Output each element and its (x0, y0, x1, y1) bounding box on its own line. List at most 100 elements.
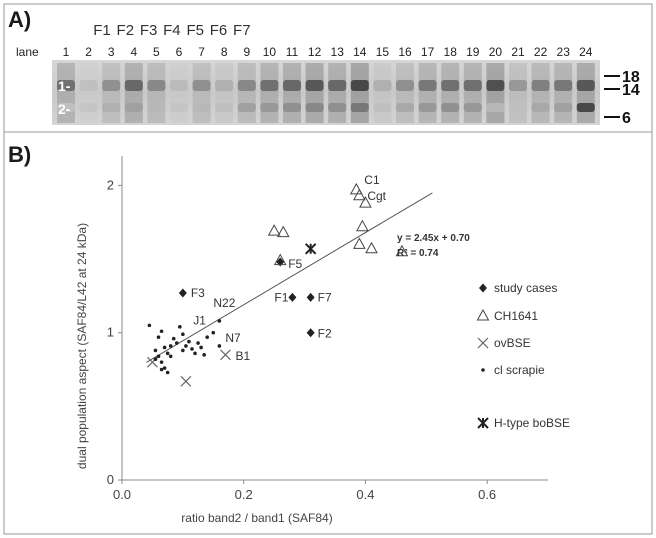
blot-band-1 (396, 80, 414, 91)
point-label: Cgt (367, 189, 386, 203)
legend-item: H-type boBSE (477, 416, 570, 430)
lane-number: 24 (579, 45, 593, 59)
blot-lane (418, 63, 437, 123)
trendline-equation: y = 2.45x + 0.70 (397, 233, 470, 244)
data-point-triangle (267, 224, 281, 236)
lane-number: 17 (421, 45, 435, 59)
y-axis-title: dual population aspect (SAF84/L42 at 24 … (75, 223, 89, 469)
legend-item: study cases (479, 281, 557, 295)
lane-number: 7 (198, 45, 205, 59)
data-point-dot (205, 335, 209, 339)
blot-band-2 (215, 103, 234, 112)
data-point-dot (168, 344, 173, 348)
point-label: F5 (288, 257, 302, 271)
legend-marker-x (477, 337, 489, 349)
blot-lane (192, 63, 211, 123)
blot-lane (305, 63, 324, 123)
data-point-dot (199, 345, 203, 350)
blot-lane (237, 63, 256, 123)
blot-lane (102, 63, 121, 123)
blot-band-1 (192, 80, 211, 91)
blot-lane (170, 63, 188, 123)
blot-lane (215, 63, 234, 123)
data-point-dot (171, 336, 176, 341)
blot-lane (441, 63, 460, 123)
lane-number: 4 (130, 45, 137, 59)
blot-lane (396, 63, 414, 123)
blot-band-1 (283, 80, 301, 91)
legend-item: cl scrapie (481, 363, 545, 377)
blot-lane (463, 63, 482, 123)
trendline (146, 192, 433, 363)
blot-band-2 (124, 103, 143, 112)
blot-band-1 (463, 80, 482, 91)
scatter-plot: 0.0 0.2 0.4 0.6 0 1 2 F3 F1 F7 F2 F5 C1 Cgt B1 J1 N7 N22 (107, 156, 548, 502)
lane-number: 20 (489, 45, 503, 59)
data-point-dot (162, 366, 167, 370)
x-tick-label: 0.6 (478, 487, 496, 502)
lane-number: 10 (263, 45, 277, 59)
mw-label-18: 18 (622, 69, 640, 86)
lane-number: 22 (534, 45, 548, 59)
panel-b-letter: B) (8, 142, 31, 167)
data-point-dot (162, 345, 167, 350)
data-point-diamond (306, 292, 315, 302)
blot-band-1 (237, 80, 256, 91)
trendline-r2: R² = 0.74 (397, 248, 439, 259)
data-point-dot (211, 330, 216, 335)
point-label: F1 (274, 290, 288, 304)
blot-lane (79, 63, 98, 123)
data-point-dot (181, 348, 185, 353)
blot-lane (124, 63, 143, 123)
blot-band-2 (192, 103, 211, 112)
lane-number: 6 (176, 45, 183, 59)
data-point-asterisk (304, 243, 317, 255)
blot-band-2 (260, 103, 279, 112)
blot-band-1 (373, 80, 392, 91)
legend-label: H-type boBSE (494, 416, 570, 430)
blot-band-2 (509, 103, 527, 112)
data-point-dot (159, 360, 164, 364)
blot-band-1 (170, 80, 188, 91)
legend-label: study cases (494, 281, 557, 295)
fraction-label: F5 (186, 22, 204, 39)
y-tick-label: 1 (107, 325, 114, 340)
point-label: F3 (191, 286, 205, 300)
legend-label: cl scrapie (494, 363, 545, 377)
blot-lane (350, 63, 369, 123)
point-label: F7 (318, 290, 332, 304)
blot-band-2 (418, 103, 437, 112)
lane-number: 5 (153, 45, 160, 59)
blot-band-1 (554, 80, 573, 91)
fraction-label: F6 (210, 22, 228, 39)
blot-lane (531, 63, 550, 123)
data-point-diamond (178, 288, 187, 298)
blot-band-2 (57, 103, 75, 112)
lane-number: 3 (108, 45, 115, 59)
trendline-line (146, 192, 433, 363)
data-point-dot (196, 341, 200, 345)
mw-label-6: 6 (622, 110, 631, 127)
blot-band-1 (305, 80, 324, 91)
plot-axes: 0.0 0.2 0.4 0.6 0 1 2 (107, 156, 548, 502)
lane-number: 11 (286, 45, 299, 59)
lane-number: 2 (85, 45, 92, 59)
data-point-x (220, 349, 231, 361)
blot-band-1 (102, 80, 121, 91)
data-point-dot (202, 353, 206, 357)
point-label: N7 (225, 331, 241, 345)
lane-number: 12 (308, 45, 322, 59)
blot-band-1 (147, 80, 166, 91)
fraction-label: F2 (117, 22, 135, 39)
blot-band-2 (576, 103, 595, 112)
data-point-dot (153, 357, 158, 362)
data-point-dot (174, 341, 179, 345)
data-point-dot (153, 348, 158, 353)
blot-lane (328, 63, 347, 123)
data-point-diamond (306, 328, 315, 338)
blot-band-2 (396, 103, 414, 112)
legend: study cases CH1641 ovBSE cl scrapie H-type b… (476, 281, 570, 430)
x-axis-title: ratio band2 / band1 (SAF84) (181, 511, 332, 525)
legend-item: CH1641 (476, 308, 538, 323)
fraction-label: F4 (163, 22, 181, 39)
